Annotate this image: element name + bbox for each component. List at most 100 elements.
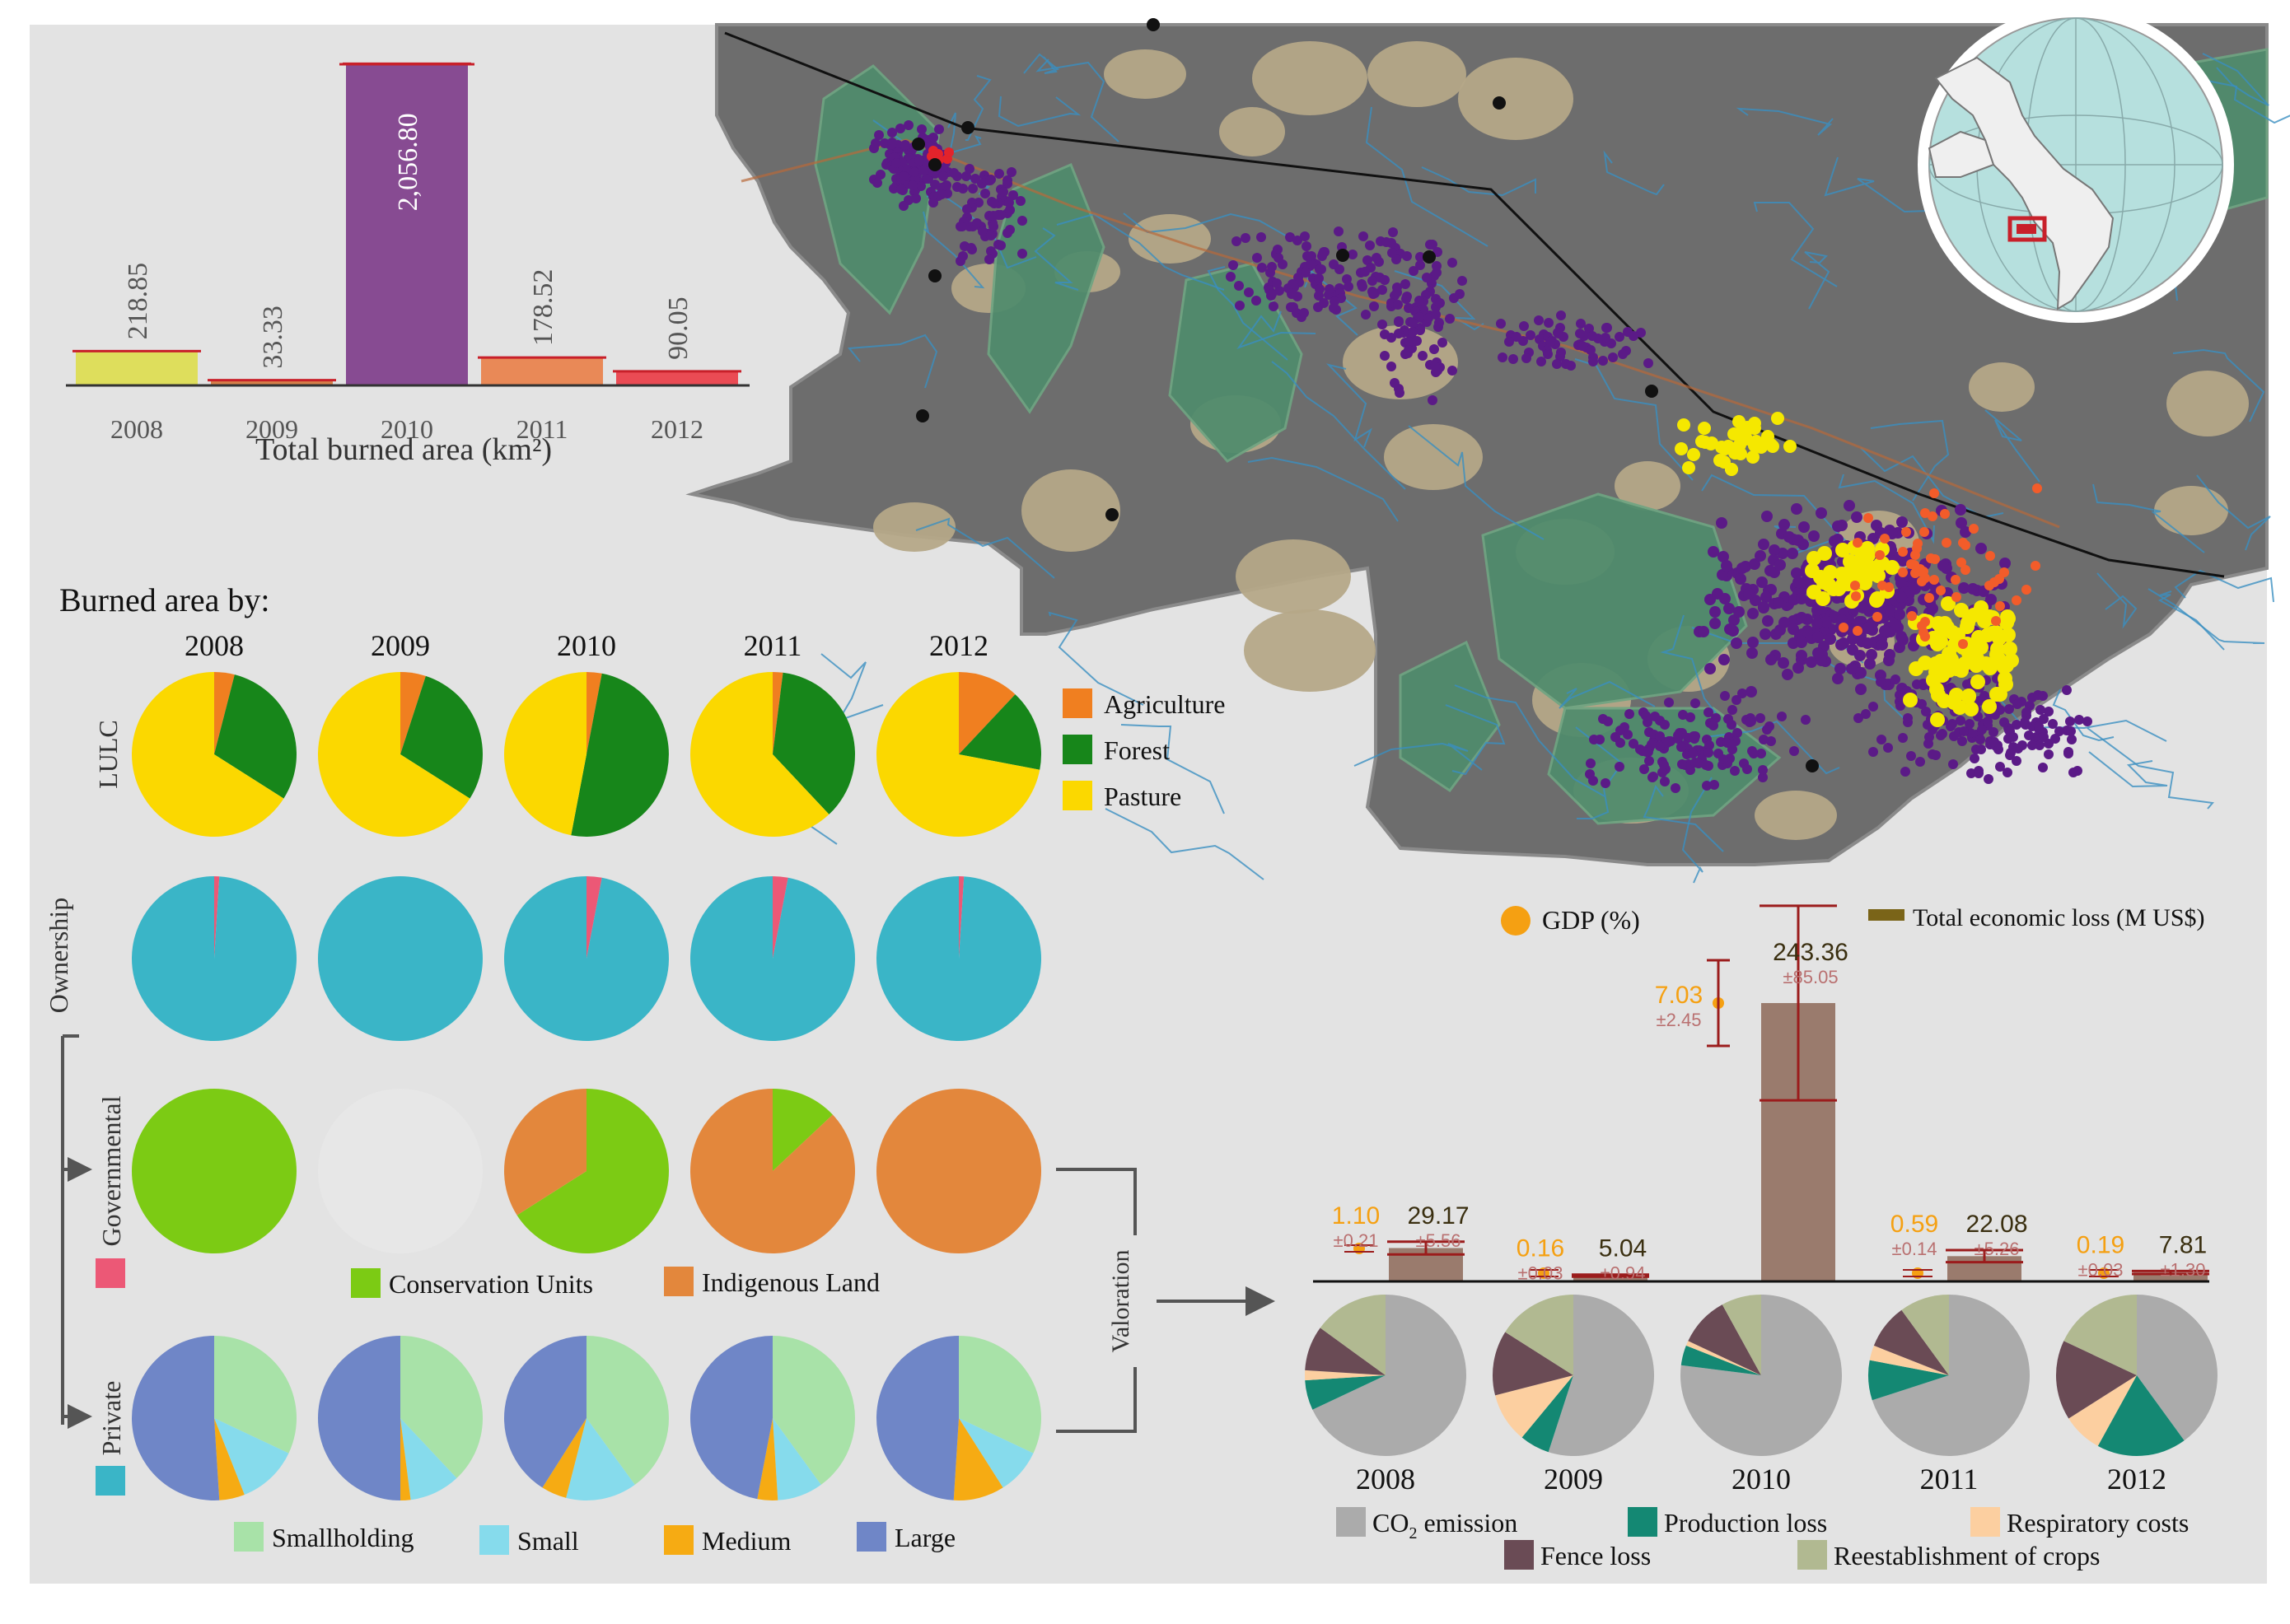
fire-point: [1931, 616, 1946, 631]
fire-point: [1704, 437, 1718, 450]
fire-point: [1603, 716, 1613, 726]
conservation-patch: [1481, 492, 1748, 710]
pie-ownership-2010: [504, 876, 670, 1041]
fire-point: [1906, 751, 1916, 761]
fire-point: [1919, 527, 1929, 537]
fire-point: [1724, 623, 1736, 635]
fire-point: [1228, 260, 1238, 270]
fire-point: [1956, 558, 1966, 567]
pasture-patch: [2154, 486, 2228, 535]
fire-point: [1334, 226, 1344, 236]
fire-point: [1762, 725, 1772, 735]
fire-point: [1834, 663, 1846, 674]
x-tick-label: 2011: [516, 414, 568, 444]
pie-slice: [1872, 1295, 2030, 1456]
fire-point: [1844, 500, 1855, 511]
fire-point: [1708, 721, 1718, 730]
year-label: 2009: [371, 629, 430, 662]
fire-point: [2020, 717, 2030, 727]
fire-point: [1657, 768, 1667, 777]
fire-point: [1008, 190, 1018, 200]
fire-point: [1655, 741, 1665, 751]
fire-point: [934, 124, 944, 134]
pie-ownership-2008: [131, 876, 297, 1041]
fire-point: [1306, 251, 1316, 261]
fire-point: [1544, 318, 1554, 328]
year-label: 2009: [1544, 1463, 1603, 1496]
fire-point: [1970, 674, 1985, 689]
pie-slice: [1722, 1294, 1761, 1375]
legend-swatch: [1504, 1540, 1534, 1570]
fire-point: [1958, 538, 1968, 548]
fire-point: [1985, 551, 1995, 561]
pasture-patch: [1969, 362, 2035, 412]
fire-point: [1962, 679, 1972, 689]
city-marker: [961, 121, 974, 134]
fire-point: [1545, 337, 1555, 347]
legend-swatch: [1063, 735, 1092, 764]
fire-point: [1432, 261, 1442, 271]
fire-point: [1853, 626, 1862, 636]
pie-slice: [1869, 1345, 1949, 1375]
fire-point: [1929, 575, 1939, 585]
pasture-patch: [1458, 58, 1573, 140]
city-markers: [912, 18, 1819, 772]
fire-point: [1811, 618, 1823, 629]
x-axis-title: Total burned area (km²): [255, 432, 552, 467]
fire-point: [2021, 707, 2031, 717]
fire-point: [1408, 327, 1418, 337]
pie-slice: [959, 672, 1016, 754]
fire-point: [1445, 314, 1455, 324]
fire-point: [1884, 525, 1895, 536]
gdp-value-label: 0.19: [2077, 1231, 2124, 1258]
fire-point: [1774, 559, 1786, 571]
pie-grid-title: Burned area by:: [59, 581, 269, 618]
fire-point: [1536, 357, 1546, 366]
fire-point: [1989, 577, 1999, 587]
pie-slice: [773, 672, 856, 814]
fire-point: [1437, 338, 1447, 348]
fire-point: [1655, 731, 1665, 741]
river-segment: [1105, 808, 1264, 880]
fire-point: [1894, 609, 1905, 620]
fire-point: [904, 120, 914, 130]
fire-point: [1601, 323, 1611, 333]
fire-point: [1746, 686, 1757, 698]
year-label: 2011: [1920, 1463, 1979, 1496]
legend-swatch: [479, 1525, 509, 1555]
pie-ownership-2012: [876, 876, 1041, 1041]
fire-point: [2001, 611, 2016, 626]
fire-point: [1742, 764, 1752, 774]
fire-point: [1920, 632, 1930, 642]
pie-slice: [953, 1418, 1003, 1500]
fire-point: [2067, 735, 2077, 744]
fire-point: [1635, 744, 1645, 754]
fire-point: [1732, 728, 1742, 738]
fire-point: [872, 178, 882, 188]
pie-slice: [757, 1418, 778, 1500]
fire-point: [937, 189, 946, 199]
fire-point: [1431, 310, 1441, 320]
loss-bar-2009: [1573, 1276, 1647, 1281]
fire-point: [2048, 719, 2058, 729]
pie-slice: [773, 1336, 855, 1485]
legend-gdp-swatch: [1501, 906, 1531, 936]
fire-point: [1791, 503, 1802, 515]
fire-point: [1357, 279, 1367, 289]
loss-value-label: 7.81: [2159, 1231, 2207, 1258]
fire-point: [1980, 628, 1995, 642]
data-label: 90.05: [663, 296, 694, 360]
fire-point: [2004, 653, 2019, 668]
river-segment: [1421, 166, 1536, 197]
fire-point: [1521, 353, 1531, 363]
fire-point: [1838, 637, 1849, 649]
legend-swatch: [1063, 688, 1092, 718]
fire-point: [1288, 279, 1297, 289]
pie-slice: [689, 672, 830, 838]
fire-point: [1430, 362, 1440, 371]
pie-governmental-2011: [689, 1089, 855, 1253]
fire-point: [1766, 736, 1776, 746]
pie-slice: [504, 876, 670, 1041]
fire-point: [1342, 274, 1352, 284]
pie-slice: [132, 1089, 297, 1253]
